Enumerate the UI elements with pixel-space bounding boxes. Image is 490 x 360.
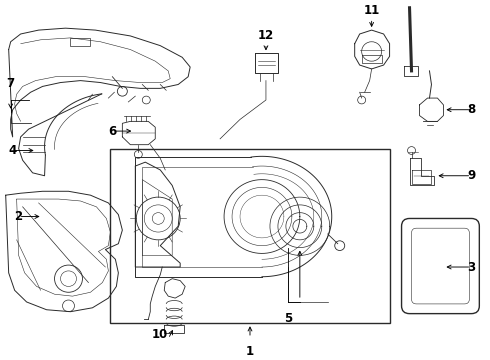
Text: 8: 8: [467, 103, 475, 116]
Text: 9: 9: [467, 169, 475, 182]
Text: 2: 2: [15, 210, 23, 223]
Text: 1: 1: [246, 345, 254, 358]
Text: 4: 4: [8, 144, 17, 157]
Text: 7: 7: [6, 77, 15, 90]
Text: 3: 3: [467, 261, 475, 274]
Text: 6: 6: [108, 125, 117, 138]
Text: 10: 10: [152, 328, 169, 341]
Text: 5: 5: [284, 312, 292, 325]
Text: 11: 11: [364, 4, 380, 17]
Text: 12: 12: [258, 29, 274, 42]
